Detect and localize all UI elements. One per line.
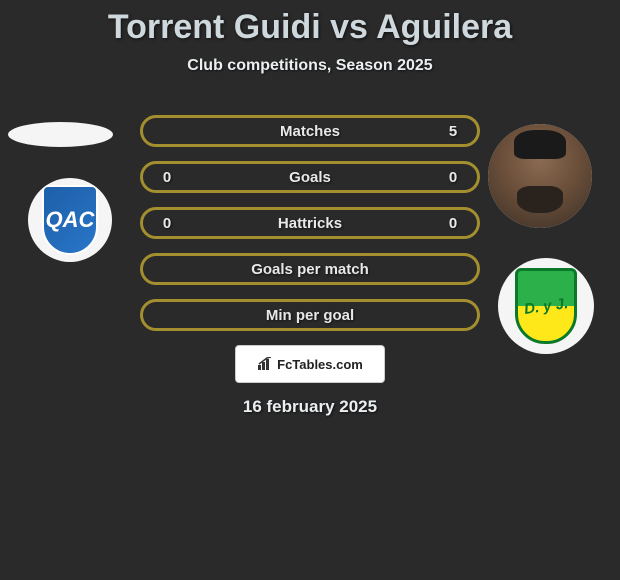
brand-text: FcTables.com — [277, 357, 363, 372]
right-club-badge: D. y J. — [498, 258, 594, 354]
page-title: Torrent Guidi vs Aguilera — [0, 8, 620, 47]
player-face-icon — [488, 124, 592, 228]
stat-row-min-per-goal: Min per goal — [140, 299, 480, 331]
stat-row-matches: Matches 5 — [140, 115, 480, 147]
stat-row-goals-per-match: Goals per match — [140, 253, 480, 285]
qac-shield-text: QAC — [46, 207, 95, 233]
stat-right-value: 0 — [443, 215, 463, 232]
stat-row-hattricks: 0 Hattricks 0 — [140, 207, 480, 239]
left-player-avatar — [8, 122, 113, 147]
stat-right-value: 0 — [443, 169, 463, 186]
stat-label: Hattricks — [177, 215, 443, 232]
qac-shield-icon: QAC — [42, 185, 98, 255]
stat-label: Min per goal — [177, 307, 443, 324]
stat-row-goals: 0 Goals 0 — [140, 161, 480, 193]
dyj-shield-icon: D. y J. — [515, 268, 577, 344]
stat-label: Goals per match — [177, 261, 443, 278]
left-club-badge: QAC — [28, 178, 112, 262]
right-player-avatar — [488, 124, 592, 228]
stat-label: Matches — [177, 123, 443, 140]
stat-right-value: 5 — [443, 123, 463, 140]
chart-icon — [257, 357, 273, 371]
stat-left-value: 0 — [157, 169, 177, 186]
brand-badge[interactable]: FcTables.com — [235, 345, 385, 383]
comparison-date: 16 february 2025 — [0, 397, 620, 417]
comparison-card: Torrent Guidi vs Aguilera Club competiti… — [0, 0, 620, 417]
subtitle: Club competitions, Season 2025 — [0, 57, 620, 75]
stat-label: Goals — [177, 169, 443, 186]
stat-left-value: 0 — [157, 215, 177, 232]
dyj-shield-text: D. y J. — [523, 295, 569, 318]
